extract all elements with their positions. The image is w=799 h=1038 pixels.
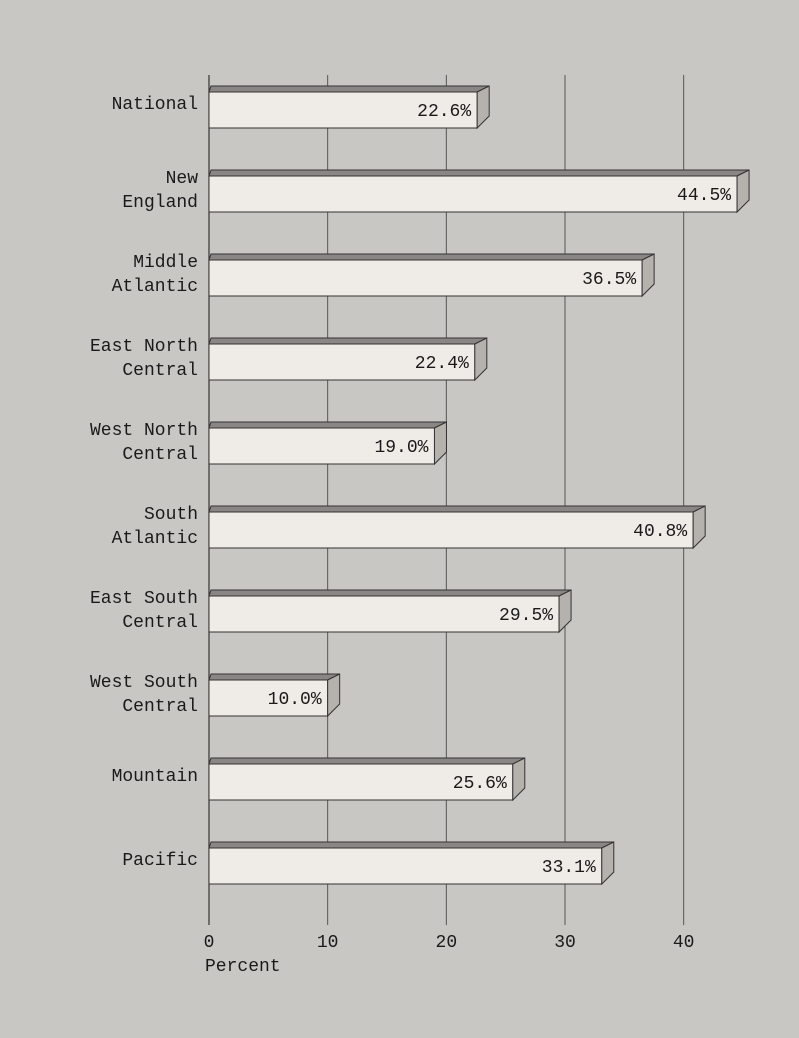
value-label: 33.1% — [542, 858, 596, 878]
x-tick-label: 40 — [673, 933, 695, 953]
value-label: 22.6% — [417, 102, 471, 122]
y-tick-label: Atlantic — [112, 529, 198, 549]
bar — [208, 259, 643, 297]
y-tick-label: West North — [90, 421, 198, 441]
value-label: 10.0% — [268, 690, 322, 710]
bar-top — [208, 673, 340, 681]
y-tick-label: South — [144, 505, 198, 525]
y-tick-label: Atlantic — [112, 277, 198, 297]
bar — [208, 175, 738, 213]
y-tick-label: Pacific — [122, 851, 198, 871]
value-label: 40.8% — [633, 522, 687, 542]
bar-side — [558, 589, 572, 634]
bar-side — [512, 757, 526, 802]
bar-top — [208, 169, 750, 177]
value-label: 25.6% — [453, 774, 507, 794]
y-tick-label: West South — [90, 673, 198, 693]
y-tick-label: East North — [90, 337, 198, 357]
bar-side — [476, 85, 490, 130]
bar-top — [208, 253, 655, 261]
bar-side — [474, 337, 488, 382]
bar — [208, 679, 329, 717]
bar-side — [692, 505, 706, 550]
y-tick-label: National — [112, 95, 198, 115]
y-tick-label: Middle — [133, 253, 198, 273]
bar-top — [208, 757, 526, 765]
x-tick-label: 10 — [317, 933, 339, 953]
value-label: 44.5% — [677, 186, 731, 206]
value-label: 22.4% — [415, 354, 469, 374]
bar-side — [736, 169, 750, 214]
y-tick-label: Central — [122, 445, 198, 465]
value-label: 19.0% — [374, 438, 428, 458]
y-tick-label: East South — [90, 589, 198, 609]
bar-top — [208, 589, 572, 597]
bar — [208, 511, 694, 549]
value-label: 36.5% — [582, 270, 636, 290]
bar-top — [208, 421, 447, 429]
bar-top — [208, 85, 490, 93]
y-tick-label: Central — [122, 697, 198, 717]
value-label: 29.5% — [499, 606, 553, 626]
y-tick-label: Mountain — [112, 767, 198, 787]
bar — [208, 595, 560, 633]
x-tick-label: 30 — [554, 933, 576, 953]
y-tick-label: England — [122, 193, 198, 213]
bar-side — [641, 253, 655, 298]
bar-top — [208, 337, 488, 345]
y-tick-label: Central — [122, 361, 198, 381]
x-axis-label: Percent — [205, 957, 281, 977]
y-tick-label: New — [166, 169, 199, 189]
x-tick-label: 0 — [204, 933, 215, 953]
bar — [208, 763, 514, 801]
bar — [208, 427, 435, 465]
x-tick-label: 20 — [436, 933, 458, 953]
bar — [208, 343, 476, 381]
bar — [208, 847, 603, 885]
bar-top — [208, 841, 615, 849]
bar-top — [208, 505, 706, 513]
bar-side — [433, 421, 447, 466]
bar-side — [327, 673, 341, 718]
y-tick-label: Central — [122, 613, 198, 633]
bar-side — [601, 841, 615, 886]
